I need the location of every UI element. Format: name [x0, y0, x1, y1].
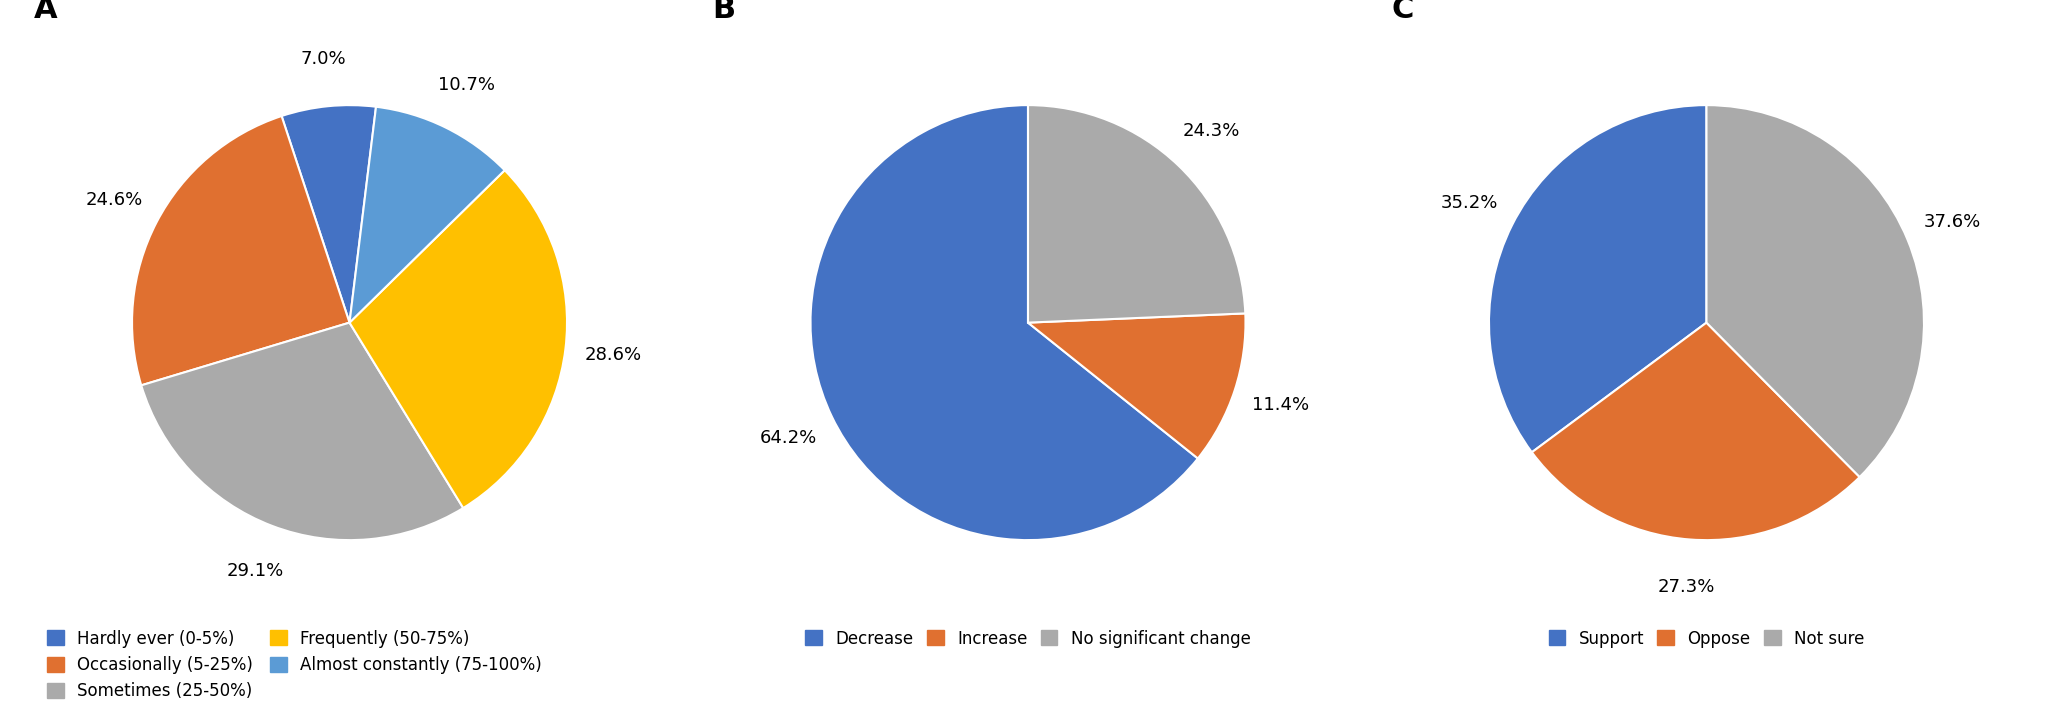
Legend: Decrease, Increase, No significant change: Decrease, Increase, No significant chang… [800, 624, 1256, 652]
Text: 37.6%: 37.6% [1922, 212, 1980, 231]
Wedge shape [282, 105, 376, 323]
Text: 64.2%: 64.2% [761, 428, 818, 447]
Wedge shape [1028, 105, 1246, 323]
Text: A: A [35, 0, 58, 24]
Wedge shape [1532, 323, 1861, 540]
Wedge shape [132, 116, 350, 386]
Text: 27.3%: 27.3% [1657, 579, 1715, 596]
Legend: Hardly ever (0-5%), Occasionally (5-25%), Sometimes (25-50%), Frequently (50-75%: Hardly ever (0-5%), Occasionally (5-25%)… [43, 624, 547, 705]
Text: 35.2%: 35.2% [1441, 194, 1499, 212]
Text: 7.0%: 7.0% [300, 49, 347, 67]
Text: B: B [713, 0, 736, 24]
Wedge shape [350, 107, 504, 323]
Text: 11.4%: 11.4% [1252, 396, 1310, 414]
Text: 29.1%: 29.1% [226, 562, 284, 579]
Wedge shape [1489, 105, 1706, 452]
Text: 24.3%: 24.3% [1182, 122, 1240, 140]
Wedge shape [350, 170, 567, 508]
Text: 10.7%: 10.7% [438, 75, 495, 94]
Wedge shape [1706, 105, 1924, 477]
Wedge shape [1028, 313, 1246, 458]
Text: 24.6%: 24.6% [86, 191, 142, 209]
Legend: Support, Oppose, Not sure: Support, Oppose, Not sure [1544, 624, 1869, 652]
Wedge shape [810, 105, 1199, 540]
Wedge shape [142, 323, 463, 540]
Text: 28.6%: 28.6% [584, 346, 641, 364]
Text: C: C [1392, 0, 1412, 24]
